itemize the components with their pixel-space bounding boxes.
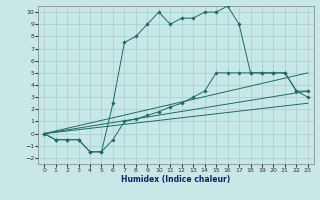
- X-axis label: Humidex (Indice chaleur): Humidex (Indice chaleur): [121, 175, 231, 184]
